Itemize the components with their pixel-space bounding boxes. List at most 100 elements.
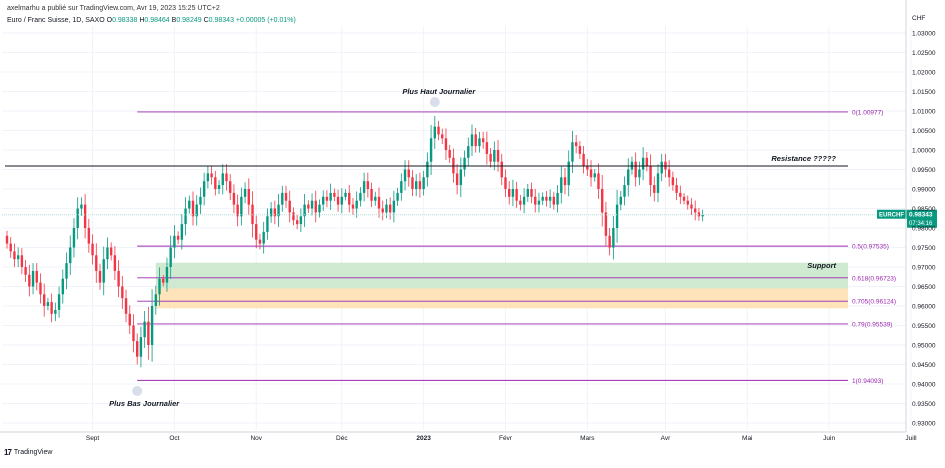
y-tick-label: 0.94500	[912, 362, 936, 369]
annotations[interactable]: Plus Haut Journalier Plus Bas Journalier R…	[2, 87, 937, 408]
candle-body	[574, 142, 578, 147]
axes: 1.03000 1.02500 1.02000 1.01500 1.01000 1.005…	[0, 0, 936, 442]
candle-body	[411, 177, 414, 189]
candle-body	[176, 235, 180, 240]
tradingview-logo: 17	[4, 448, 12, 457]
candle-body	[229, 181, 232, 193]
candle-body	[541, 196, 544, 201]
candle-body	[671, 177, 675, 186]
candle-body	[184, 208, 187, 225]
candle-body	[422, 177, 425, 189]
candle-body	[225, 173, 228, 182]
price-badge-text: 0.98343	[909, 212, 933, 219]
candle-body	[511, 189, 515, 197]
candle-body	[500, 161, 503, 178]
candle-body	[385, 204, 388, 213]
candle-body	[109, 247, 113, 256]
candle-body	[686, 200, 689, 205]
candle-body	[660, 161, 663, 174]
candle-body	[400, 181, 403, 193]
x-tick-label: Mai	[742, 435, 752, 442]
candle-body	[262, 231, 265, 244]
fib-level-label: 1(0.94093)	[852, 378, 883, 385]
y-tick-label: 1.03000	[912, 31, 936, 38]
candle-body	[139, 337, 143, 357]
candle-body	[377, 196, 381, 209]
candle-body	[147, 321, 150, 345]
candle-body	[344, 192, 347, 197]
candle-body	[173, 235, 176, 248]
candle-body	[292, 212, 295, 221]
candle-body	[392, 200, 396, 213]
candle-body	[80, 204, 83, 209]
candle-body	[13, 251, 16, 260]
candle-body	[441, 134, 444, 139]
candle-body	[269, 208, 273, 217]
candle-body	[515, 189, 518, 201]
candle-body	[634, 161, 637, 178]
candle-body	[258, 239, 262, 244]
candle-body	[303, 204, 306, 217]
candle-body	[370, 189, 373, 201]
candle-body	[206, 173, 210, 182]
candle-body	[433, 126, 436, 139]
candle-body	[150, 306, 154, 345]
candle-body	[322, 196, 325, 205]
instrument-name: Euro / Franc Suisse, 1D, SAXO	[7, 17, 105, 24]
instrument-line: Euro / Franc Suisse, 1D, SAXO O0.98338 H…	[7, 17, 296, 24]
candle-body	[255, 224, 258, 240]
candle-body	[556, 192, 559, 205]
x-tick-label: Sept	[86, 435, 100, 442]
candle-body	[455, 173, 459, 186]
x-tick-label: Juin	[823, 435, 835, 442]
candle-body	[485, 142, 489, 154]
ohlc-open: 0.98338	[112, 17, 138, 24]
candle-body	[675, 185, 678, 193]
y-tick-label: 0.98500	[912, 206, 936, 213]
candle-body	[169, 247, 172, 267]
candle-body	[589, 169, 593, 178]
candle-body	[76, 208, 79, 228]
candle-body	[143, 321, 146, 338]
candle-body	[403, 169, 407, 182]
candle-body	[325, 196, 329, 201]
candle-body	[340, 196, 343, 205]
fibonacci-levels[interactable]: 0(1.00977) 0.5(0.97535) 0.618(0.96723) 0.70…	[137, 109, 896, 385]
x-tick-label: 2023	[416, 435, 431, 442]
candle-body	[24, 267, 27, 275]
candle-body	[210, 173, 213, 178]
fib-level-label: 0.5(0.97535)	[852, 244, 889, 251]
candle-body	[645, 157, 649, 166]
candle-body	[567, 161, 570, 186]
candle-body	[232, 192, 236, 205]
candle-body	[281, 192, 284, 205]
candle-body	[612, 228, 615, 248]
ohlc-close-label: C	[203, 17, 209, 24]
x-tick-label: Mars	[580, 435, 595, 442]
candle-body	[273, 208, 277, 217]
candle-body	[102, 259, 105, 283]
candle-body	[277, 204, 280, 217]
y-tick-label: 0.97000	[912, 265, 936, 272]
candle-body	[117, 270, 120, 287]
candle-body	[504, 177, 507, 189]
candle-body	[381, 208, 384, 213]
ohlc-high: 0.98464	[144, 17, 170, 24]
candles[interactable]	[5, 115, 704, 368]
candle-body	[69, 247, 72, 264]
candle-body	[560, 177, 563, 193]
candle-body	[136, 341, 139, 357]
candle-body	[199, 196, 202, 205]
candle-body	[180, 224, 184, 240]
x-tick-label: Févr	[499, 435, 513, 442]
candle-body	[694, 208, 697, 213]
candle-body	[20, 255, 24, 267]
y-tick-label: 0.95000	[912, 343, 936, 350]
y-tick-label: 0.98000	[912, 226, 936, 233]
candle-body	[307, 204, 310, 209]
candle-body	[217, 185, 221, 189]
candle-body	[526, 189, 529, 197]
candle-body	[50, 302, 53, 314]
